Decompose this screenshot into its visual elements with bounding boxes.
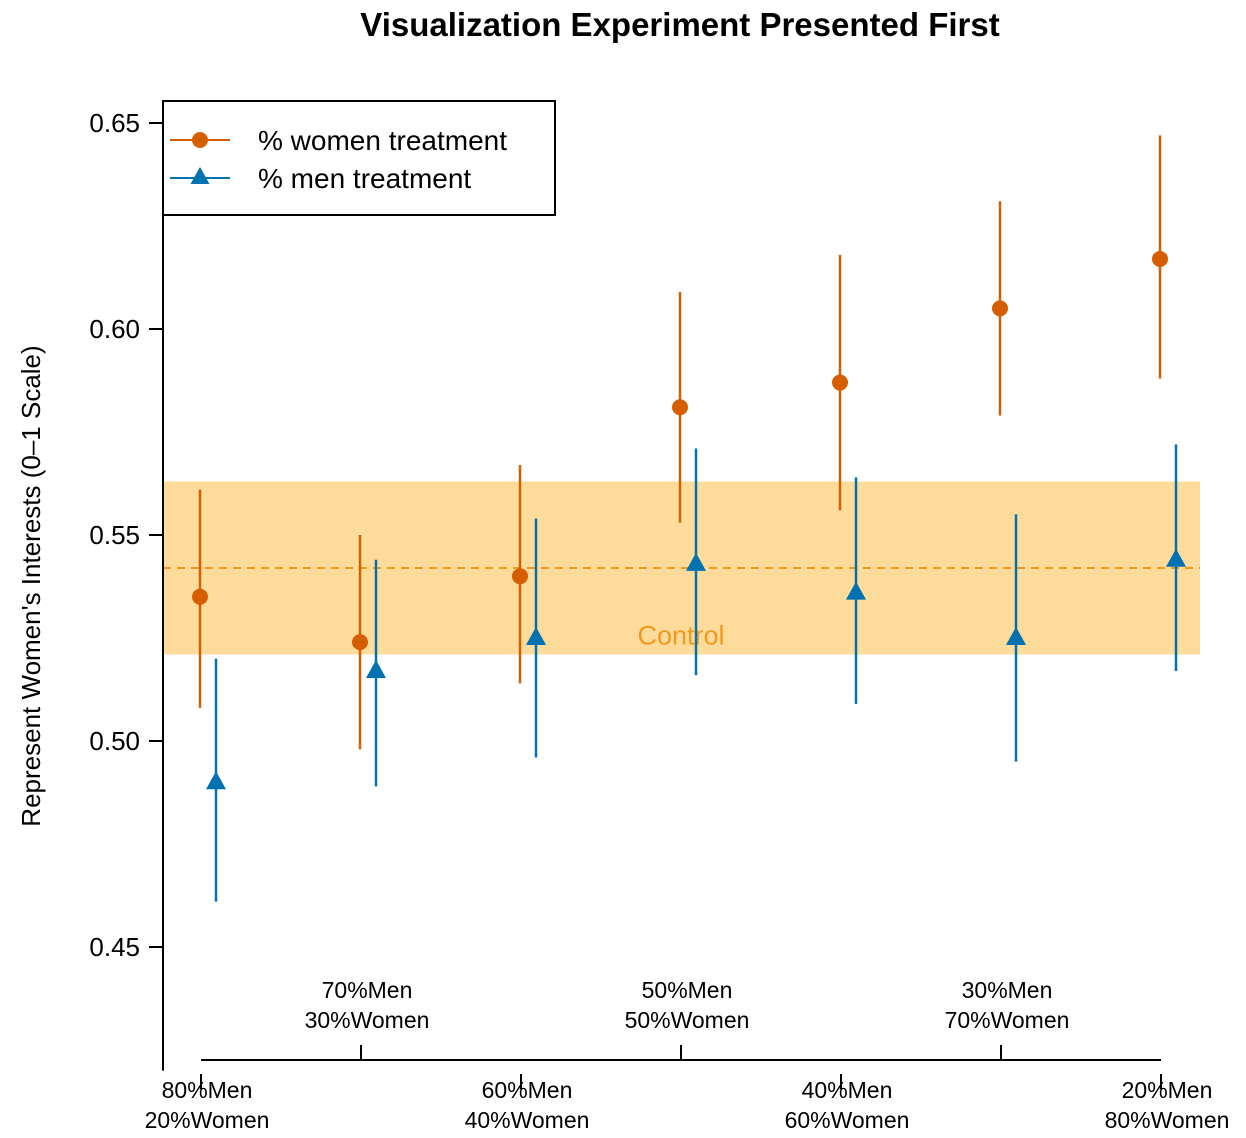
x-tick-label: 20%Men bbox=[1122, 1077, 1213, 1103]
data-point-circle bbox=[672, 399, 688, 416]
x-axis: 80%Men 20%Women 70%Men 30%Women 60%Men 40%Wom… bbox=[145, 977, 1230, 1133]
legend-box bbox=[162, 100, 556, 216]
x-tick-label: 70%Women bbox=[945, 1007, 1070, 1033]
data-point-triangle bbox=[1166, 548, 1186, 567]
legend-marker-men bbox=[190, 167, 210, 184]
x-tick-label: 60%Women bbox=[785, 1107, 910, 1133]
y-tick-label: 0.50 bbox=[89, 726, 140, 756]
x-tick-label: 60%Men bbox=[482, 1077, 573, 1103]
data-point-triangle bbox=[526, 627, 546, 645]
control-band-group: Control bbox=[163, 481, 1200, 655]
data-point-circle bbox=[512, 568, 528, 585]
data-point-circle bbox=[832, 374, 848, 391]
y-tick-label: 0.55 bbox=[89, 520, 140, 550]
y-tick-label: 0.45 bbox=[89, 932, 140, 962]
control-label: Control bbox=[637, 620, 724, 650]
y-axis: 0.45 0.50 0.55 0.60 0.65 bbox=[89, 108, 164, 1071]
x-tick-label: 40%Men bbox=[802, 1077, 893, 1103]
x-tick-label: 20%Women bbox=[145, 1107, 270, 1133]
y-tick-label: 0.65 bbox=[89, 108, 140, 138]
data-point-circle bbox=[352, 634, 368, 651]
series-layer bbox=[192, 135, 1186, 902]
x-tick-label: 40%Women bbox=[465, 1107, 590, 1133]
x-tick-label: 50%Women bbox=[625, 1007, 750, 1033]
data-point-circle bbox=[1152, 250, 1168, 267]
legend-label-women: % women treatment bbox=[258, 125, 507, 156]
x-tick-label: 30%Men bbox=[962, 977, 1053, 1003]
x-tick-label: 70%Men bbox=[322, 977, 413, 1003]
data-point-circle bbox=[192, 588, 208, 605]
legend-marker-women bbox=[192, 132, 208, 148]
x-tick-label: 50%Men bbox=[642, 977, 733, 1003]
x-tick-label: 30%Women bbox=[305, 1007, 430, 1033]
x-tick-label: 80%Men bbox=[162, 1077, 253, 1103]
y-tick-label: 0.60 bbox=[89, 314, 140, 344]
y-axis-label: Represent Women's Interests (0–1 Scale) bbox=[16, 345, 46, 826]
data-point-triangle bbox=[1006, 627, 1026, 645]
data-point-triangle bbox=[846, 581, 866, 600]
x-tick-label: 80%Women bbox=[1105, 1107, 1230, 1133]
legend-label-men: % men treatment bbox=[258, 163, 471, 194]
chart-title: Visualization Experiment Presented First bbox=[360, 6, 999, 43]
data-point-circle bbox=[992, 300, 1008, 317]
data-point-triangle bbox=[206, 771, 226, 790]
legend: % women treatment % men treatment bbox=[162, 100, 556, 216]
data-point-triangle bbox=[366, 659, 386, 678]
data-point-triangle bbox=[686, 552, 706, 571]
